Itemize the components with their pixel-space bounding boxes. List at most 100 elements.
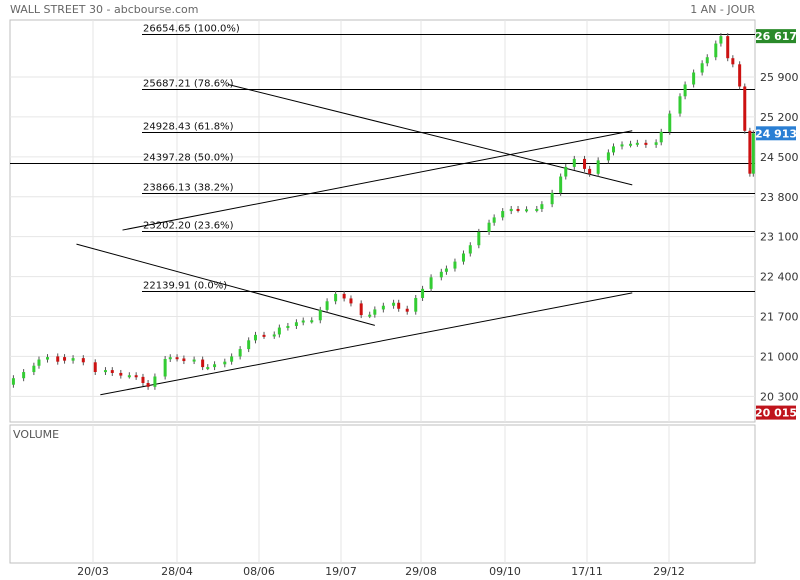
fib-level-label: 24397.28 (50.0%) [143,153,234,164]
candle [262,334,266,337]
candle [572,158,576,167]
x-tick-label: 28/04 [161,565,193,578]
candle [93,362,97,372]
y-tick-label: 23 100 [760,231,799,244]
candle [325,301,329,310]
candle [620,144,624,147]
candle [731,58,735,65]
candle [405,308,409,312]
x-tick-label: 19/07 [325,565,357,578]
candle [714,43,718,58]
candle [318,309,322,321]
trend-line [122,130,633,231]
candle [700,63,704,73]
candle [629,143,633,146]
x-tick-label: 09/10 [489,565,521,578]
chart-title: WALL STREET 30 - abcbourse.com [10,3,199,16]
y-tick-label: 25 200 [760,111,799,124]
trend-lines [76,84,633,396]
fib-level-label: 24928.43 (61.8%) [143,122,234,133]
candle [247,340,251,350]
candle [175,357,179,360]
candle [286,325,290,328]
candle [192,359,196,362]
candle [692,72,696,85]
candle [22,372,26,379]
y-tick-label: 21 700 [760,311,799,324]
price-panel [9,19,756,423]
candle [564,166,568,177]
price-badges: 26 617 24 913 20 015 [755,29,797,420]
candle [550,192,554,205]
candle [477,231,481,246]
candle [277,327,281,335]
price-badge-label: 26 617 [755,30,797,43]
candle [606,152,610,161]
candle [559,176,563,193]
x-tick-label: 08/06 [243,565,275,578]
candle [516,208,520,211]
candle [501,211,505,218]
candle [751,133,755,174]
price-badge-label: 20 015 [755,407,797,420]
candle [146,382,150,387]
fib-level-label: 25687.21 (78.6%) [143,79,234,90]
y-tick-label: 20 300 [760,390,799,403]
candle [738,64,742,87]
candle [535,208,539,211]
candle [705,57,709,64]
candle [748,130,752,174]
candle [201,359,205,368]
x-tick-label: 17/11 [571,565,603,578]
candle [342,293,346,299]
fibonacci-levels: 26654.65 (100.0%) 25687.21 (78.6%) 24928.4… [10,24,755,292]
candle [127,375,131,378]
candle [397,302,401,309]
candle [583,158,587,169]
candle [103,370,107,373]
y-tick-label: 22 400 [760,271,799,284]
candle [635,142,639,145]
candle [368,314,372,317]
candle [56,356,60,362]
candle [310,320,314,323]
candle [444,268,448,272]
candle [588,168,592,174]
price-badge-label: 24 913 [755,127,797,140]
candle [668,113,672,132]
volume-panel [9,424,756,564]
y-tick-label: 24 500 [760,151,799,164]
candle [429,277,433,289]
candle [134,375,138,378]
y-tick-label: 23 800 [760,191,799,204]
candle [119,372,123,376]
candle [32,365,36,373]
candle [110,370,114,373]
candle [141,376,145,383]
candle [349,298,353,304]
trend-line [100,292,633,396]
x-tick-label: 29/08 [405,565,437,578]
candle [414,297,418,312]
candle [453,261,457,269]
candle [223,361,227,365]
candle [461,253,465,262]
candle [540,204,544,209]
candle [81,358,85,363]
candle [373,309,377,315]
price-badge [756,29,796,44]
x-tick-label: 20/03 [77,565,109,578]
candle [381,305,385,310]
candle [272,334,276,337]
trend-line [76,243,375,326]
grid [10,20,755,563]
period-label[interactable]: 1 AN - JOUR [690,3,755,16]
candle [743,86,747,131]
candle [719,36,723,44]
candle [37,359,41,366]
price-badge [756,126,796,141]
y-tick-label: 21 000 [760,350,799,363]
candle [392,302,396,306]
candle [294,322,298,326]
